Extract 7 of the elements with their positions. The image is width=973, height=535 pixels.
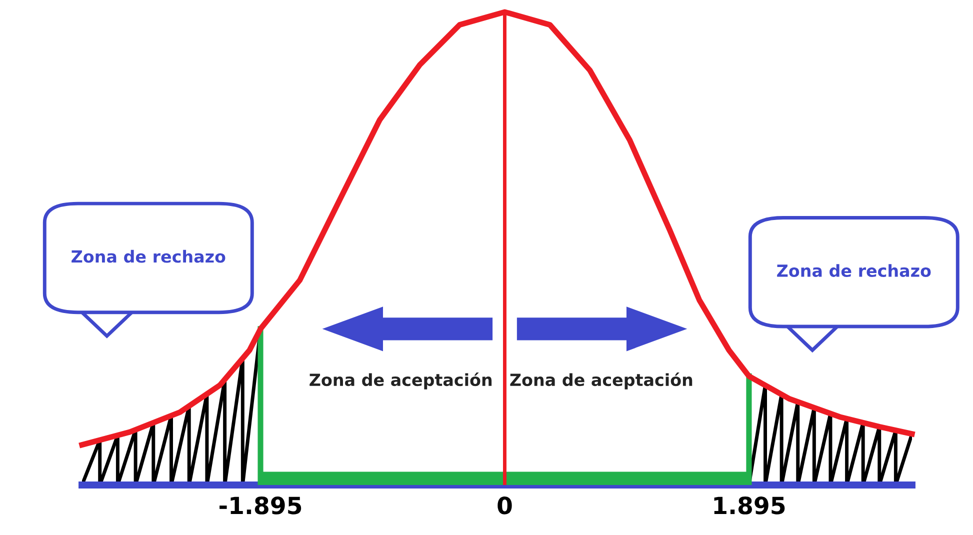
x-tick-label: 1.895 [714, 496, 785, 514]
annotation: Zona de rechazo [72, 250, 226, 263]
annotation: Zona de rechazo [777, 264, 931, 277]
x-tick-label: 0 [498, 496, 512, 514]
x-tick-label: -1.895 [220, 496, 302, 514]
annotation: Zona de aceptación [510, 372, 692, 390]
annotation: Zona de aceptación [310, 372, 492, 390]
